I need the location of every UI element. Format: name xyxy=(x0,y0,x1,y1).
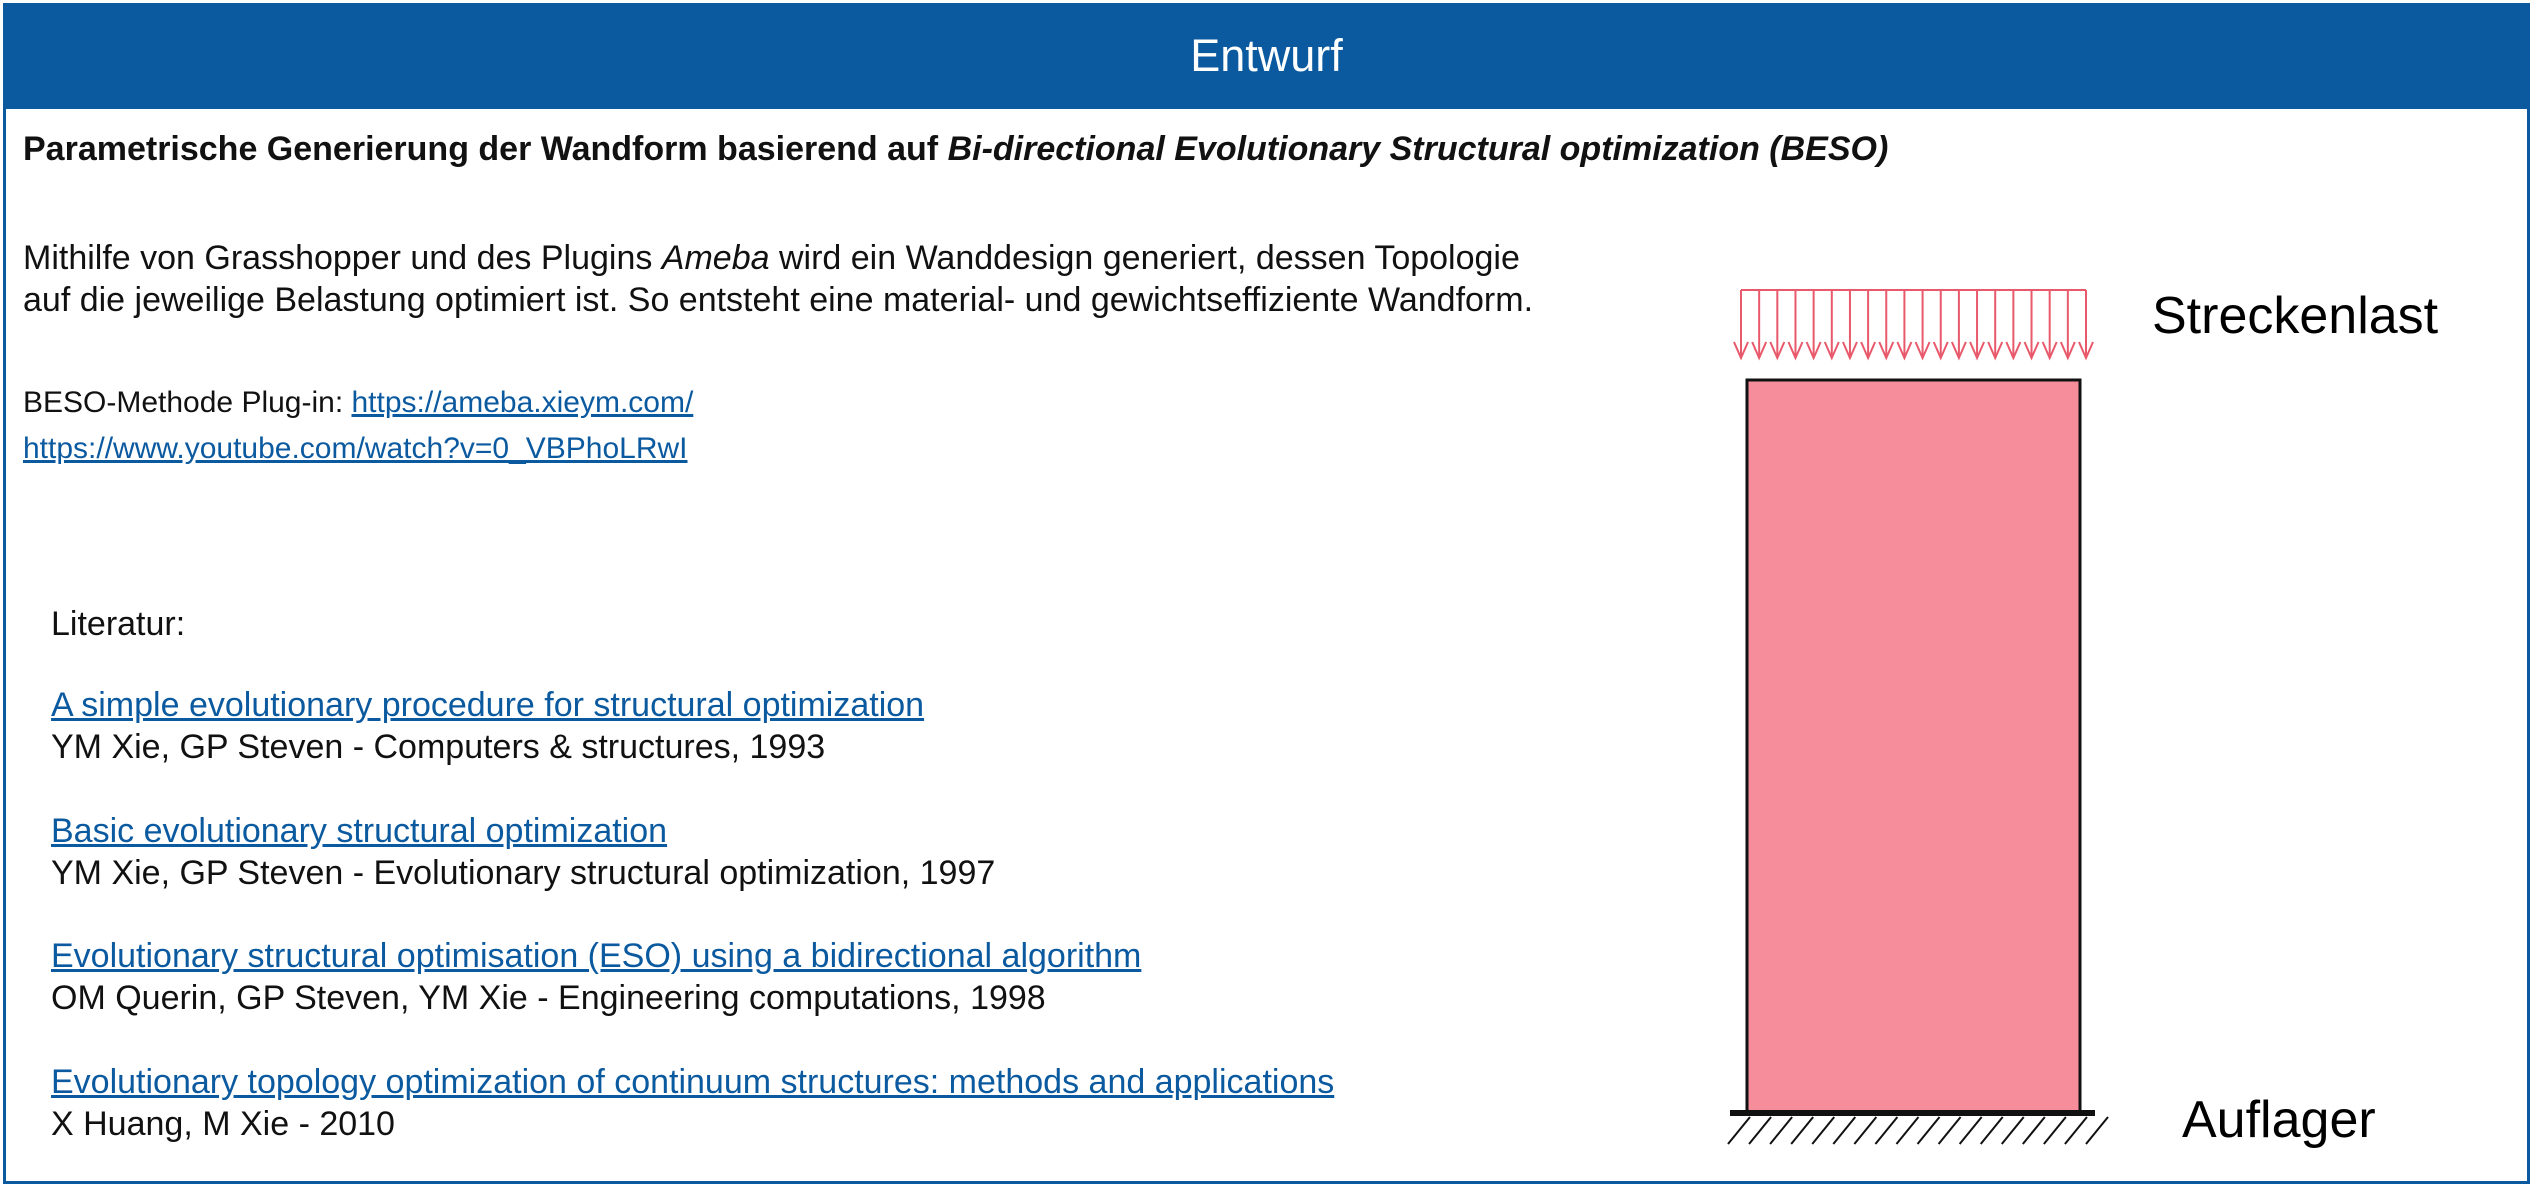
reference-title-link[interactable]: Basic evolutionary structural optimizati… xyxy=(51,812,668,850)
youtube-link[interactable]: https://www.youtube.com/watch?v=0_VBPhoL… xyxy=(23,432,688,465)
intro-line-1-start: Mithilfe von Grasshopper und des Plugins xyxy=(23,239,662,277)
reference-title-link[interactable]: A simple evolutionary procedure for stru… xyxy=(51,686,925,724)
subtitle: Parametrische Generierung der Wandform b… xyxy=(23,130,1888,169)
reference-item: A simple evolutionary procedure for stru… xyxy=(51,684,924,768)
load-arrow xyxy=(1987,290,2004,361)
load-arrow xyxy=(1969,290,1985,361)
load-arrow xyxy=(1733,290,1749,361)
hatch-line xyxy=(1937,1116,1962,1145)
hatch-line xyxy=(1853,1116,1878,1145)
reference-authors: OM Querin, GP Steven, YM Xie - Engineeri… xyxy=(51,979,1046,1017)
hatch-line xyxy=(2085,1116,2109,1145)
hatch-line xyxy=(1979,1116,2004,1145)
load-arrow xyxy=(2078,290,2094,361)
load-arrow xyxy=(1896,290,1913,361)
load-arrow xyxy=(1805,290,1822,361)
intro-paragraph: Mithilfe von Grasshopper und des Plugins… xyxy=(23,237,1533,321)
youtube-link-row: https://www.youtube.com/watch?v=0_VBPhoL… xyxy=(23,426,693,472)
reference-item: Basic evolutionary structural optimizati… xyxy=(51,810,995,894)
hatch-line xyxy=(1895,1116,1920,1145)
hatch-line xyxy=(1811,1116,1836,1145)
load-arrow xyxy=(1950,290,1967,361)
load-arrow xyxy=(1878,290,1895,361)
literature-heading: Literatur: xyxy=(51,605,186,643)
hatch-line xyxy=(2064,1116,2088,1145)
hatch-line xyxy=(1769,1116,1793,1145)
load-arrow xyxy=(2059,290,2076,361)
intro-plugin-name: Ameba xyxy=(661,239,770,277)
reference-authors: YM Xie, GP Steven - Evolutionary structu… xyxy=(51,854,996,892)
reference-item: Evolutionary structural optimisation (ES… xyxy=(51,935,1141,1019)
hatch-line xyxy=(1958,1116,1983,1145)
load-arrow xyxy=(1787,290,1804,361)
hatch-line xyxy=(1874,1116,1899,1145)
wall-diagram-svg xyxy=(1727,289,2109,1145)
reference-title-link[interactable]: Evolutionary topology optimization of co… xyxy=(51,1063,1335,1101)
plugin-label: BESO-Methode Plug-in: xyxy=(23,386,352,419)
wall-element xyxy=(1745,378,2082,1115)
load-arrow xyxy=(1769,290,1786,361)
hatch-line xyxy=(1916,1116,1941,1145)
load-arrow xyxy=(1823,290,1840,361)
support-label: Auflager xyxy=(2182,1091,2376,1149)
intro-line-2: auf die jeweilige Belastung optimiert is… xyxy=(23,281,1534,319)
hatch-line xyxy=(2043,1116,2067,1145)
links-block: BESO-Methode Plug-in: https://ameba.xiey… xyxy=(23,380,693,472)
load-arrow xyxy=(2041,290,2058,361)
hatch-line xyxy=(1832,1116,1857,1145)
load-arrow xyxy=(1860,290,1877,361)
reference-item: Evolutionary topology optimization of co… xyxy=(51,1061,1334,1145)
intro-line-1-end: wird ein Wanddesign generiert, dessen To… xyxy=(769,239,1520,277)
load-label: Streckenlast xyxy=(2152,287,2439,345)
plugin-link-row: BESO-Methode Plug-in: https://ameba.xiey… xyxy=(23,380,693,426)
intro-line-1: Mithilfe von Grasshopper und des Plugins… xyxy=(23,237,1533,279)
hatch-line xyxy=(1748,1116,1772,1145)
page-title: Entwurf xyxy=(1190,30,1343,81)
reference-authors: X Huang, M Xie - 2010 xyxy=(51,1105,395,1143)
load-arrow xyxy=(1914,290,1931,361)
load-arrow xyxy=(1932,290,1949,361)
subtitle-italic: Bi-directional Evolutionary Structural o… xyxy=(947,130,1889,168)
reference-title-link[interactable]: Evolutionary structural optimisation (ES… xyxy=(51,937,1142,975)
plugin-link[interactable]: https://ameba.xieym.com/ xyxy=(351,386,694,419)
wall-diagram: Streckenlast Auflager xyxy=(1720,280,2440,1160)
load-arrow xyxy=(2023,290,2040,361)
subtitle-plain: Parametrische Generierung der Wandform b… xyxy=(23,130,948,168)
distributed-load-arrows xyxy=(1733,289,2094,361)
load-arrow xyxy=(2005,290,2022,361)
reference-authors: YM Xie, GP Steven - Computers & structur… xyxy=(51,728,826,766)
load-arrow xyxy=(1842,290,1858,361)
hatch-line xyxy=(2000,1116,2025,1145)
hatch-line xyxy=(1727,1116,1751,1145)
page-header: Entwurf xyxy=(3,3,2530,109)
load-arrow xyxy=(1751,290,1768,361)
support-hatching xyxy=(1727,1116,2109,1145)
hatch-line xyxy=(1790,1116,1814,1145)
hatch-line xyxy=(2022,1116,2046,1145)
